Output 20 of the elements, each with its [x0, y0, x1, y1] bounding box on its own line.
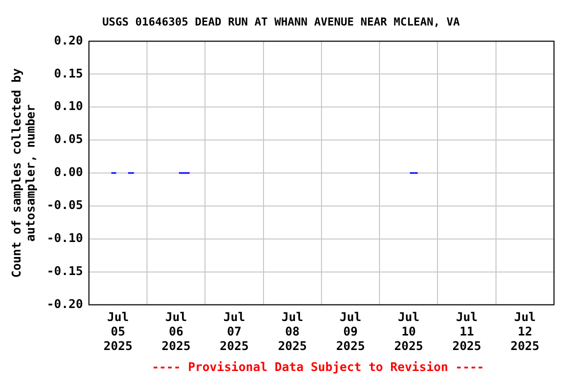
x-tick-label: Jul 06 2025	[162, 310, 191, 353]
y-tick-label: -0.15	[46, 264, 83, 278]
y-tick-label: 0.05	[54, 132, 83, 146]
y-axis-title: Count of samples collected by autosampler, number	[9, 68, 38, 278]
y-tick-label: -0.05	[46, 198, 83, 212]
y-tick-label: -0.10	[46, 231, 83, 246]
y-tick-label: 0.10	[54, 99, 83, 114]
x-tick-label: Jul 08 2025	[278, 310, 307, 353]
x-tick-label: Jul 07 2025	[220, 310, 249, 353]
y-tick-label: 0.00	[54, 165, 83, 180]
x-tick-label: Jul 11 2025	[452, 310, 482, 353]
x-tick-label: Jul 09 2025	[336, 310, 365, 353]
chart-title: USGS 01646305 DEAD RUN AT WHANN AVENUE NEAR MCLEAN, VA	[102, 15, 460, 28]
x-tick-label: Jul 05 2025	[104, 310, 132, 353]
y-tick-label: 0.15	[54, 66, 83, 80]
x-tick-label: Jul 12 2025	[510, 310, 540, 353]
x-tick-label: Jul 10 2025	[394, 310, 424, 353]
y-tick-label: -0.20	[46, 296, 83, 311]
text: ---- Provisional Data Subject to Revision ----	[150, 360, 486, 374]
y-tick-label: 0.20	[54, 33, 83, 48]
